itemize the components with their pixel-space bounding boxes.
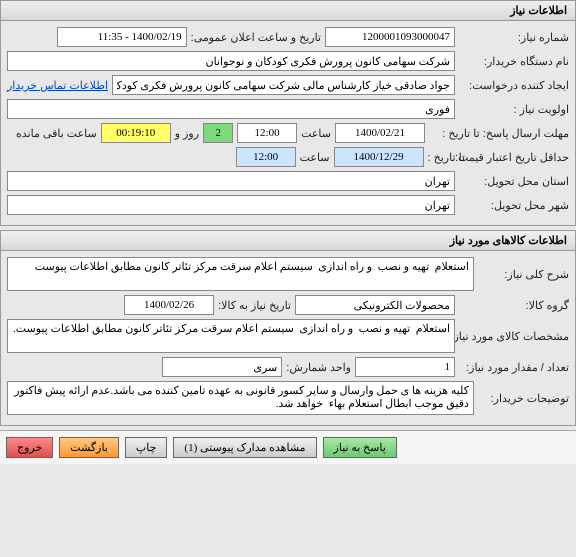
qty-label: تعداد / مقدار مورد نیاز: <box>459 361 569 374</box>
row-need-number: شماره نیاز: تاریخ و ساعت اعلان عمومی: <box>7 27 569 47</box>
remaining-label: ساعت باقی مانده <box>16 127 97 140</box>
print-button[interactable]: چاپ <box>125 437 168 458</box>
notes-label: توضیحات خریدار: <box>478 392 569 405</box>
group-field[interactable] <box>295 295 455 315</box>
qty-field[interactable] <box>355 357 455 377</box>
row-city: شهر محل تحویل: <box>7 195 569 215</box>
requester-field[interactable] <box>112 75 455 95</box>
panel1-header: اطلاعات نیاز <box>1 1 575 21</box>
row-notes: توضیحات خریدار: <box>7 381 569 415</box>
row-deadline: مهلت ارسال پاسخ: تا تاریخ : ساعت روز و س… <box>7 123 569 143</box>
row-validity: حداقل تاریخ اعتبار قیمت: تا تاریخ : ساعت <box>7 147 569 167</box>
row-province: استان محل تحویل: <box>7 171 569 191</box>
priority-field[interactable] <box>7 99 455 119</box>
validity-label2: تا تاریخ : <box>428 151 465 164</box>
validity-label: حداقل تاریخ اعتبار قیمت: <box>469 151 569 164</box>
row-spec: مشخصات کالای مورد نیاز: <box>7 319 569 353</box>
row-qty: تعداد / مقدار مورد نیاز: واحد شمارش: <box>7 357 569 377</box>
goods-info-panel: اطلاعات کالاهای مورد نیاز شرح کلی نیاز: … <box>0 230 576 426</box>
announce-label: تاریخ و ساعت اعلان عمومی: <box>191 31 321 44</box>
validity-time-field[interactable] <box>236 147 296 167</box>
need-number-field[interactable] <box>325 27 455 47</box>
notes-field[interactable] <box>7 381 474 415</box>
days-label: روز و <box>175 127 199 140</box>
days-remaining-field <box>203 123 233 143</box>
row-priority: اولویت نیاز : <box>7 99 569 119</box>
panel2-body: شرح کلی نیاز: گروه کالا: تاریخ نیاز به ک… <box>1 251 575 425</box>
group-label: گروه کالا: <box>459 299 569 312</box>
priority-label: اولویت نیاز : <box>459 103 569 116</box>
panel1-body: شماره نیاز: تاریخ و ساعت اعلان عمومی: نا… <box>1 21 575 225</box>
need-number-label: شماره نیاز: <box>459 31 569 44</box>
attachments-button[interactable]: مشاهده مدارک پیوستی (1) <box>173 437 316 458</box>
panel2-header: اطلاعات کالاهای مورد نیاز <box>1 231 575 251</box>
row-buyer: نام دستگاه خریدار: <box>7 51 569 71</box>
city-field[interactable] <box>7 195 455 215</box>
iran-date-label: تاریخ نیاز به کالا: <box>218 299 291 312</box>
row-group: گروه کالا: تاریخ نیاز به کالا: <box>7 295 569 315</box>
province-field[interactable] <box>7 171 455 191</box>
buyer-field[interactable] <box>7 51 455 71</box>
row-desc: شرح کلی نیاز: <box>7 257 569 291</box>
iran-date-field[interactable] <box>124 295 214 315</box>
desc-label: شرح کلی نیاز: <box>478 268 569 281</box>
contact-link[interactable]: اطلاعات تماس خریدار <box>7 79 108 92</box>
time-label-1: ساعت <box>301 127 331 140</box>
unit-label: واحد شمارش: <box>286 361 351 374</box>
spec-label: مشخصات کالای مورد نیاز: <box>459 330 569 343</box>
deadline-date-field[interactable] <box>335 123 425 143</box>
validity-date-field[interactable] <box>334 147 424 167</box>
unit-field[interactable] <box>162 357 282 377</box>
respond-button[interactable]: پاسخ به نیاز <box>323 437 397 458</box>
province-label: استان محل تحویل: <box>459 175 569 188</box>
time-label-2: ساعت <box>300 151 330 164</box>
back-button[interactable]: بازگشت <box>59 437 119 458</box>
requester-label: ایجاد کننده درخواست: <box>459 79 569 92</box>
button-bar: پاسخ به نیاز مشاهده مدارک پیوستی (1) چاپ… <box>0 430 576 464</box>
city-label: شهر محل تحویل: <box>459 199 569 212</box>
deadline-time-field[interactable] <box>237 123 297 143</box>
announce-field[interactable] <box>57 27 187 47</box>
time-remaining-field <box>101 123 171 143</box>
row-requester: ایجاد کننده درخواست: اطلاعات تماس خریدار <box>7 75 569 95</box>
desc-field[interactable] <box>7 257 474 291</box>
deadline-label: مهلت ارسال پاسخ: تا تاریخ : <box>429 127 569 140</box>
buyer-label: نام دستگاه خریدار: <box>459 55 569 68</box>
need-info-panel: اطلاعات نیاز شماره نیاز: تاریخ و ساعت اع… <box>0 0 576 226</box>
spec-field[interactable] <box>7 319 455 353</box>
exit-button[interactable]: خروج <box>6 437 53 458</box>
